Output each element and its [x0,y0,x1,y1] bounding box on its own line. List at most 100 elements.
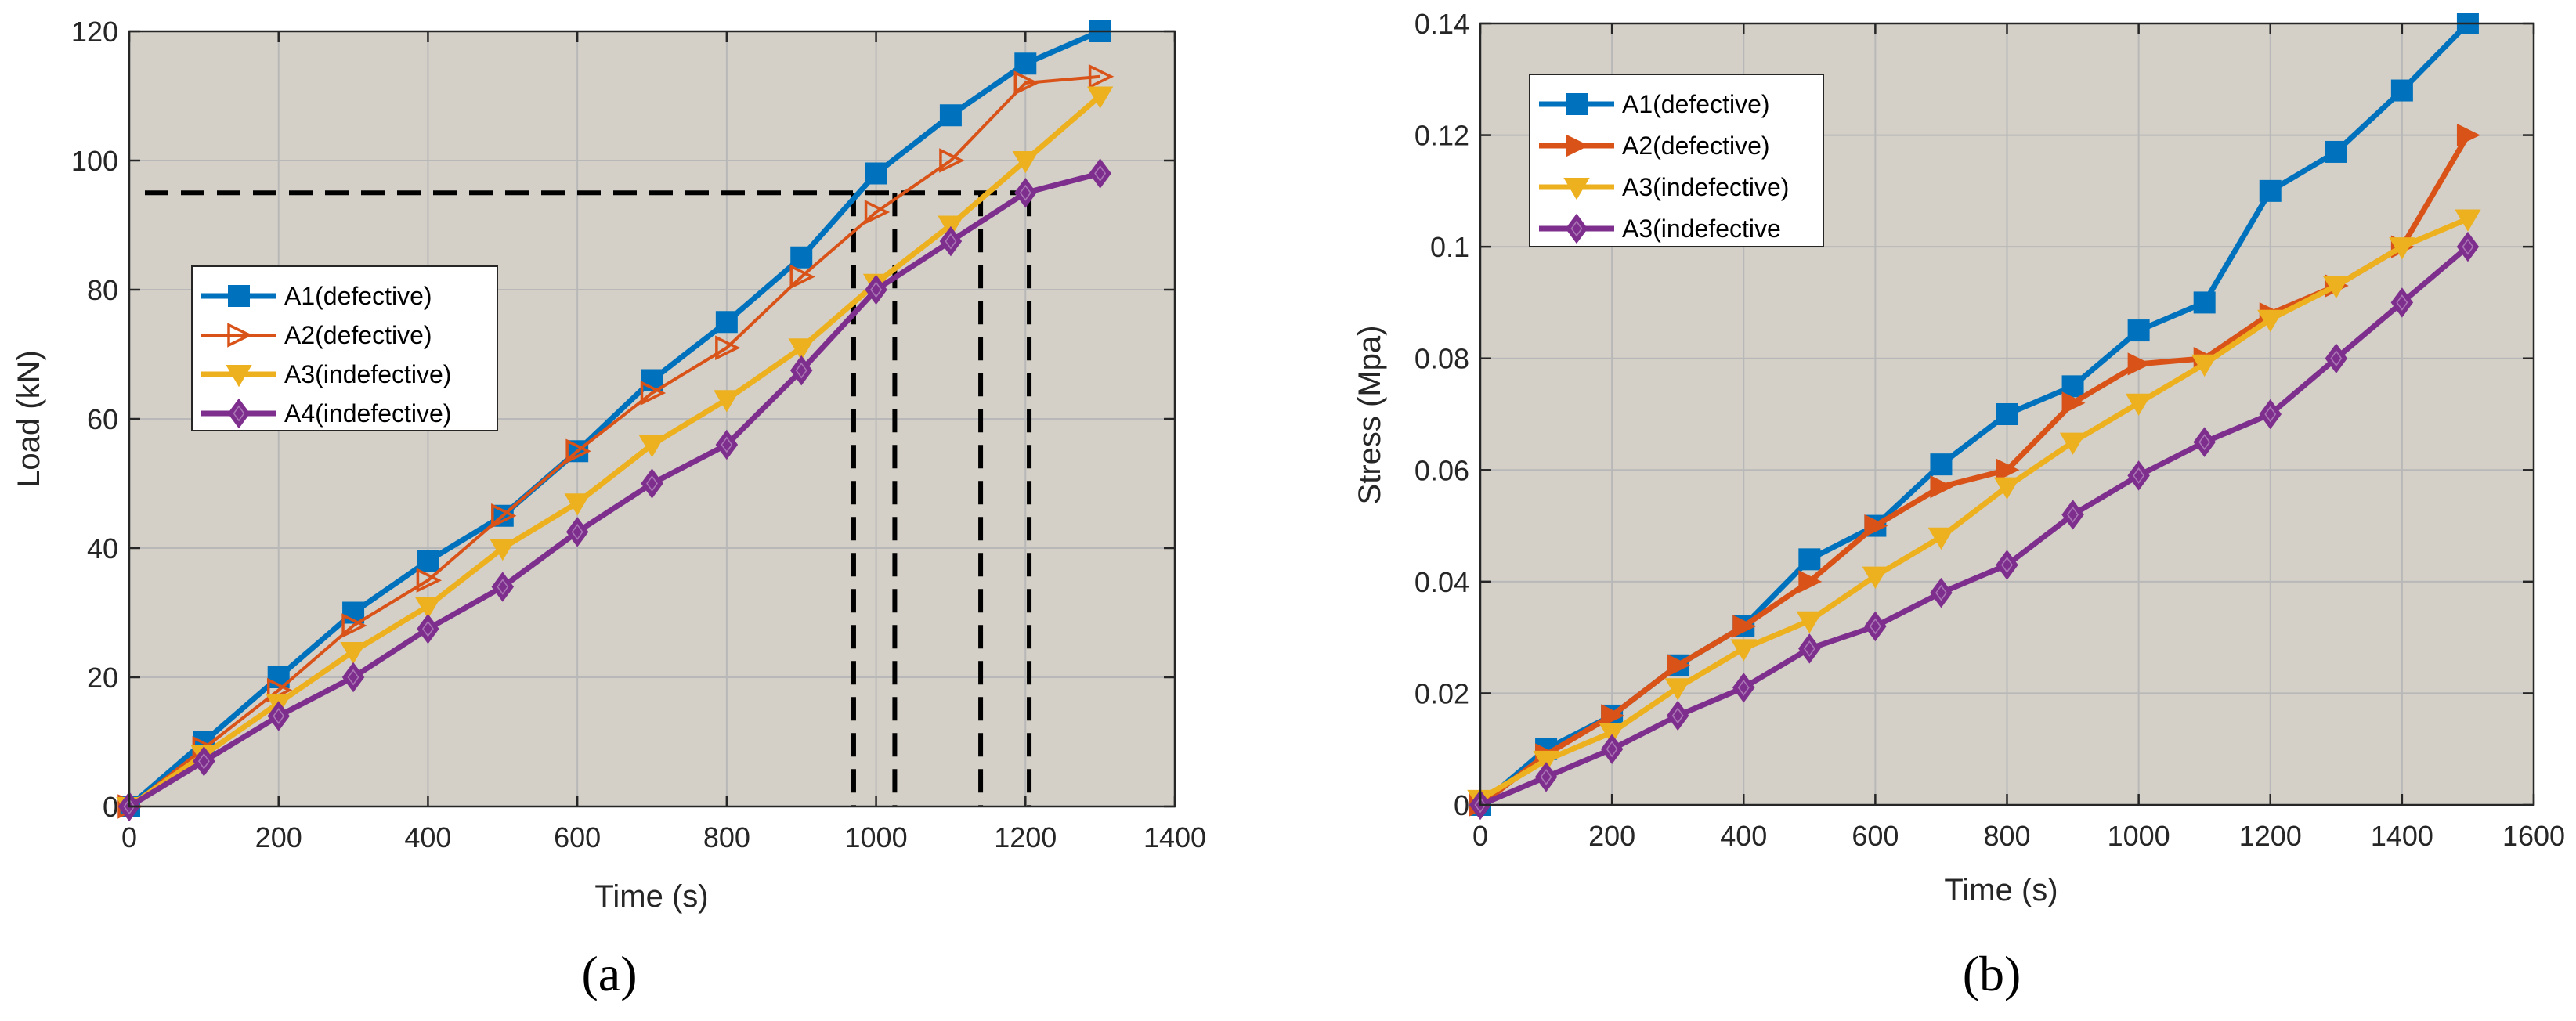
data-point-a4 [1089,158,1111,189]
data-point-a1 [865,162,887,185]
data-point-a2 [715,335,741,361]
data-point-a4 [1732,673,1755,703]
data-point-a2 [1667,654,1691,677]
data-point-a4 [193,746,215,777]
legend-marker [227,398,251,429]
legend-item-a1: A1(defective) [1539,90,1770,118]
data-point-a1 [1930,453,1953,476]
data-point-a4 [1014,178,1037,208]
axes-a: 0 200 400 600 800 1000 1200 1400 0 20 40 60 80 100 120 [71,16,1206,853]
x-tick-label: 1600 [2502,820,2565,852]
data-point-a4-highlight [2462,238,2474,255]
data-point-a4 [565,517,589,547]
data-point-a1 [939,104,962,127]
legend-label: A2(defective) [1622,132,1770,160]
data-point-a2 [565,438,591,464]
series-a4 [1469,231,2480,821]
data-point-a4-highlight [2396,294,2408,311]
data-point-a2 [1601,704,1625,727]
y-tick-label: 20 [87,662,118,694]
data-point-a2 [864,200,891,225]
data-point-a4-highlight [2067,506,2079,523]
data-point-a4 [1534,762,1558,792]
data-point-a3 [1730,639,1757,662]
y-tick-label: 0.12 [1414,120,1469,152]
data-point-a2 [1732,615,1757,638]
legend-marker [1566,134,1589,157]
data-point-a3 [2125,393,2152,417]
data-point-a4-highlight [273,708,285,724]
data-point-a1 [2127,319,2150,342]
data-point-a4 [939,225,963,257]
series-a3 [116,86,1114,820]
series-a3 [1467,209,2481,813]
data-point-a4-highlight [422,620,434,637]
series-line-a1 [127,28,1102,809]
y-axis-title-a: Load (kN) [12,350,46,488]
series-a2 [117,63,1115,819]
data-point-a4-highlight [721,436,733,453]
data-point-a1 [2325,140,2347,163]
data-point-a4 [865,274,887,305]
data-point-a3 [2455,209,2481,232]
data-point-a4 [2061,500,2084,530]
data-point-a1 [790,246,813,269]
legend-marker-highlight [233,405,245,422]
data-point-a1 [715,311,738,334]
x-axis-title-b: Time (s) [1944,873,2058,907]
data-point-a3 [564,493,591,516]
legend-item-a2: A2(defective) [201,321,432,349]
data-point-a4-highlight [497,579,509,595]
data-point-a3 [490,538,516,561]
data-point-a4 [491,572,515,602]
chart-panel-b: 0 200 400 600 800 1000 1200 1400 1600 0 0.02 0.04 0.… [1353,8,2565,1001]
y-tick-label: 0.04 [1414,566,1469,598]
data-point-a1 [2061,375,2084,398]
data-point-a3 [1533,750,1559,774]
data-point-a4-highlight [1671,707,1684,724]
data-point-a4 [1864,611,1887,642]
data-point-a3 [1664,678,1691,701]
data-point-a4-highlight [1606,741,1618,758]
data-point-a4 [267,701,290,731]
legend-marker [226,364,252,388]
x-tick-label: 800 [1983,820,2030,852]
y-tick-label: 0.02 [1414,677,1469,709]
x-tick-label: 400 [404,821,451,853]
x-tick-label: 800 [703,821,750,853]
data-point-a2 [789,264,815,290]
data-point-a3 [340,641,367,665]
y-tick-label: 0.14 [1414,8,1469,40]
data-point-a3 [1086,86,1114,109]
data-point-a4-highlight [1540,768,1552,785]
legend-marker [227,323,253,348]
axes-b: 0 200 400 600 800 1000 1200 1400 1600 0 0.02 0.04 0.… [1414,8,2565,852]
legend-item-a4: A3(indefective [1539,213,1781,244]
legend-label: A3(indefective [1622,215,1781,243]
data-point-a3 [2389,237,2415,260]
y-tick-label: 0.06 [1414,454,1469,486]
x-axis-title-a: Time (s) [594,879,708,914]
series-a4 [117,158,1111,822]
series-line-a4 [1479,244,2470,808]
panel-label-a: (a) [581,946,637,1001]
x-tick-label: 0 [121,821,137,853]
x-tick-label: 600 [554,821,601,853]
legend-label: A1(defective) [284,282,432,310]
data-point-a2 [1930,475,1954,499]
data-point-a4-highlight [347,669,359,686]
data-point-a3 [2323,276,2350,299]
x-tick-label: 200 [255,821,302,853]
series-a [116,20,1115,822]
data-point-a3 [714,390,740,413]
data-point-a4-highlight [2001,557,2013,573]
legend-label: A3(indefective) [1622,173,1789,201]
data-point-a4-highlight [2264,406,2277,423]
legend-item-a2: A2(defective) [1539,132,1770,160]
data-point-a4-highlight [646,475,658,492]
data-point-a4 [1600,734,1624,764]
data-point-a2 [341,613,367,638]
data-point-a2 [1798,570,1823,593]
data-point-a4-highlight [1019,184,1031,201]
data-point-a1 [1996,403,2018,425]
